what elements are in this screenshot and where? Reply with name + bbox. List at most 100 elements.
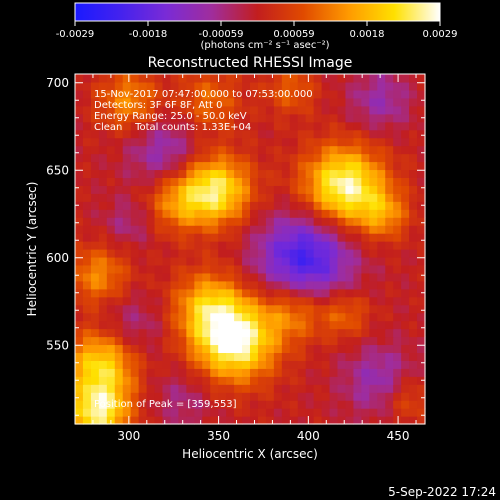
colorbar-tick-label: 0.00059 — [273, 29, 314, 40]
heatmap-cell — [250, 352, 259, 361]
heatmap-cell — [297, 249, 307, 258]
heatmap-cell — [289, 416, 299, 425]
heatmap-cell — [210, 121, 219, 131]
heatmap-cell — [114, 209, 124, 218]
heatmap-cell — [218, 256, 227, 266]
heatmap-cell — [281, 249, 291, 258]
heatmap-cell — [273, 201, 283, 210]
heatmap-cell — [265, 97, 275, 107]
heatmap-cell — [242, 233, 251, 242]
heatmap-cell — [305, 288, 315, 298]
heatmap-cell — [313, 304, 323, 314]
heatmap-cell — [353, 121, 362, 131]
heatmap-cell — [289, 384, 299, 393]
heatmap-cell — [257, 113, 267, 123]
heatmap-cell — [162, 376, 172, 385]
heatmap-cell — [194, 360, 203, 369]
heatmap-cell — [138, 233, 148, 242]
heatmap-cell — [98, 89, 108, 99]
heatmap-cell — [210, 89, 219, 99]
heatmap-cell — [82, 288, 92, 298]
heatmap-cell — [194, 201, 203, 210]
heatmap-cell — [393, 376, 402, 385]
heatmap-cell — [242, 241, 251, 250]
heatmap-cell — [377, 416, 386, 425]
heatmap-cell — [417, 209, 426, 218]
heatmap-cell — [393, 145, 402, 155]
heatmap-cell — [186, 129, 195, 139]
heatmap-cell — [353, 129, 362, 139]
heatmap-cell — [186, 272, 195, 282]
heatmap-cell — [194, 153, 203, 163]
heatmap-cell — [257, 193, 267, 202]
heatmap-cell — [385, 113, 394, 123]
heatmap-cell — [361, 408, 370, 417]
heatmap-cell — [98, 320, 108, 330]
heatmap-cell — [305, 145, 315, 155]
heatmap-cell — [98, 209, 108, 218]
heatmap-cell — [114, 360, 124, 369]
heatmap-cell — [345, 416, 354, 425]
heatmap-cell — [138, 137, 148, 147]
heatmap-cell — [186, 368, 195, 377]
heatmap-cell — [122, 272, 132, 282]
heatmap-cell — [210, 129, 219, 139]
heatmap-cell — [361, 225, 370, 234]
heatmap-cell — [75, 296, 84, 306]
heatmap-cell — [409, 368, 418, 377]
heatmap-cell — [178, 392, 187, 401]
heatmap-cell — [345, 344, 354, 353]
heatmap-cell — [218, 336, 227, 346]
heatmap-cell — [393, 392, 402, 401]
heatmap-cell — [170, 376, 179, 385]
heatmap-cell — [234, 81, 243, 91]
heatmap-cell — [130, 201, 140, 210]
heatmap-cell — [273, 344, 283, 353]
heatmap-cell — [130, 384, 140, 393]
heatmap-cell — [393, 384, 402, 393]
heatmap-cell — [226, 320, 235, 330]
heatmap-cell — [393, 137, 402, 147]
heatmap-cell — [250, 89, 259, 99]
heatmap-cell — [114, 217, 124, 226]
heatmap-cell — [170, 304, 179, 314]
heatmap-cell — [138, 320, 148, 330]
heatmap-cell — [257, 408, 267, 417]
heatmap-cell — [321, 368, 331, 377]
heatmap-cell — [114, 344, 124, 353]
heatmap-cell — [297, 74, 307, 83]
heatmap-cell — [202, 161, 211, 171]
heatmap-cell — [75, 161, 84, 171]
heatmap-cell — [297, 304, 307, 314]
heatmap-cell — [337, 360, 347, 369]
heatmap-cell — [377, 336, 386, 346]
heatmap-cell — [202, 241, 211, 250]
heatmap-cell — [385, 185, 394, 194]
heatmap-cell — [297, 264, 307, 274]
heatmap-cell — [297, 129, 307, 139]
heatmap-cell — [353, 408, 362, 417]
heatmap-cell — [417, 328, 426, 338]
heatmap-cell — [337, 400, 347, 409]
heatmap-cell — [98, 153, 108, 163]
heatmap-cell — [265, 217, 275, 226]
heatmap-cell — [154, 113, 164, 123]
heatmap-cell — [234, 368, 243, 377]
heatmap-cell — [122, 209, 132, 218]
heatmap-cell — [385, 336, 394, 346]
heatmap-cell — [273, 153, 283, 163]
heatmap-cell — [162, 137, 172, 147]
heatmap-cell — [242, 225, 251, 234]
heatmap-cell — [194, 400, 203, 409]
heatmap-cell — [218, 105, 227, 115]
heatmap-cell — [417, 312, 426, 322]
heatmap-cell — [289, 392, 299, 401]
heatmap-cell — [146, 336, 156, 346]
heatmap-cell — [98, 344, 108, 353]
heatmap-cell — [289, 288, 299, 298]
heatmap-cell — [186, 185, 195, 194]
heatmap-cell — [345, 280, 354, 290]
heatmap-cell — [417, 81, 426, 91]
heatmap-cell — [218, 416, 227, 425]
heatmap-cell — [90, 161, 100, 171]
